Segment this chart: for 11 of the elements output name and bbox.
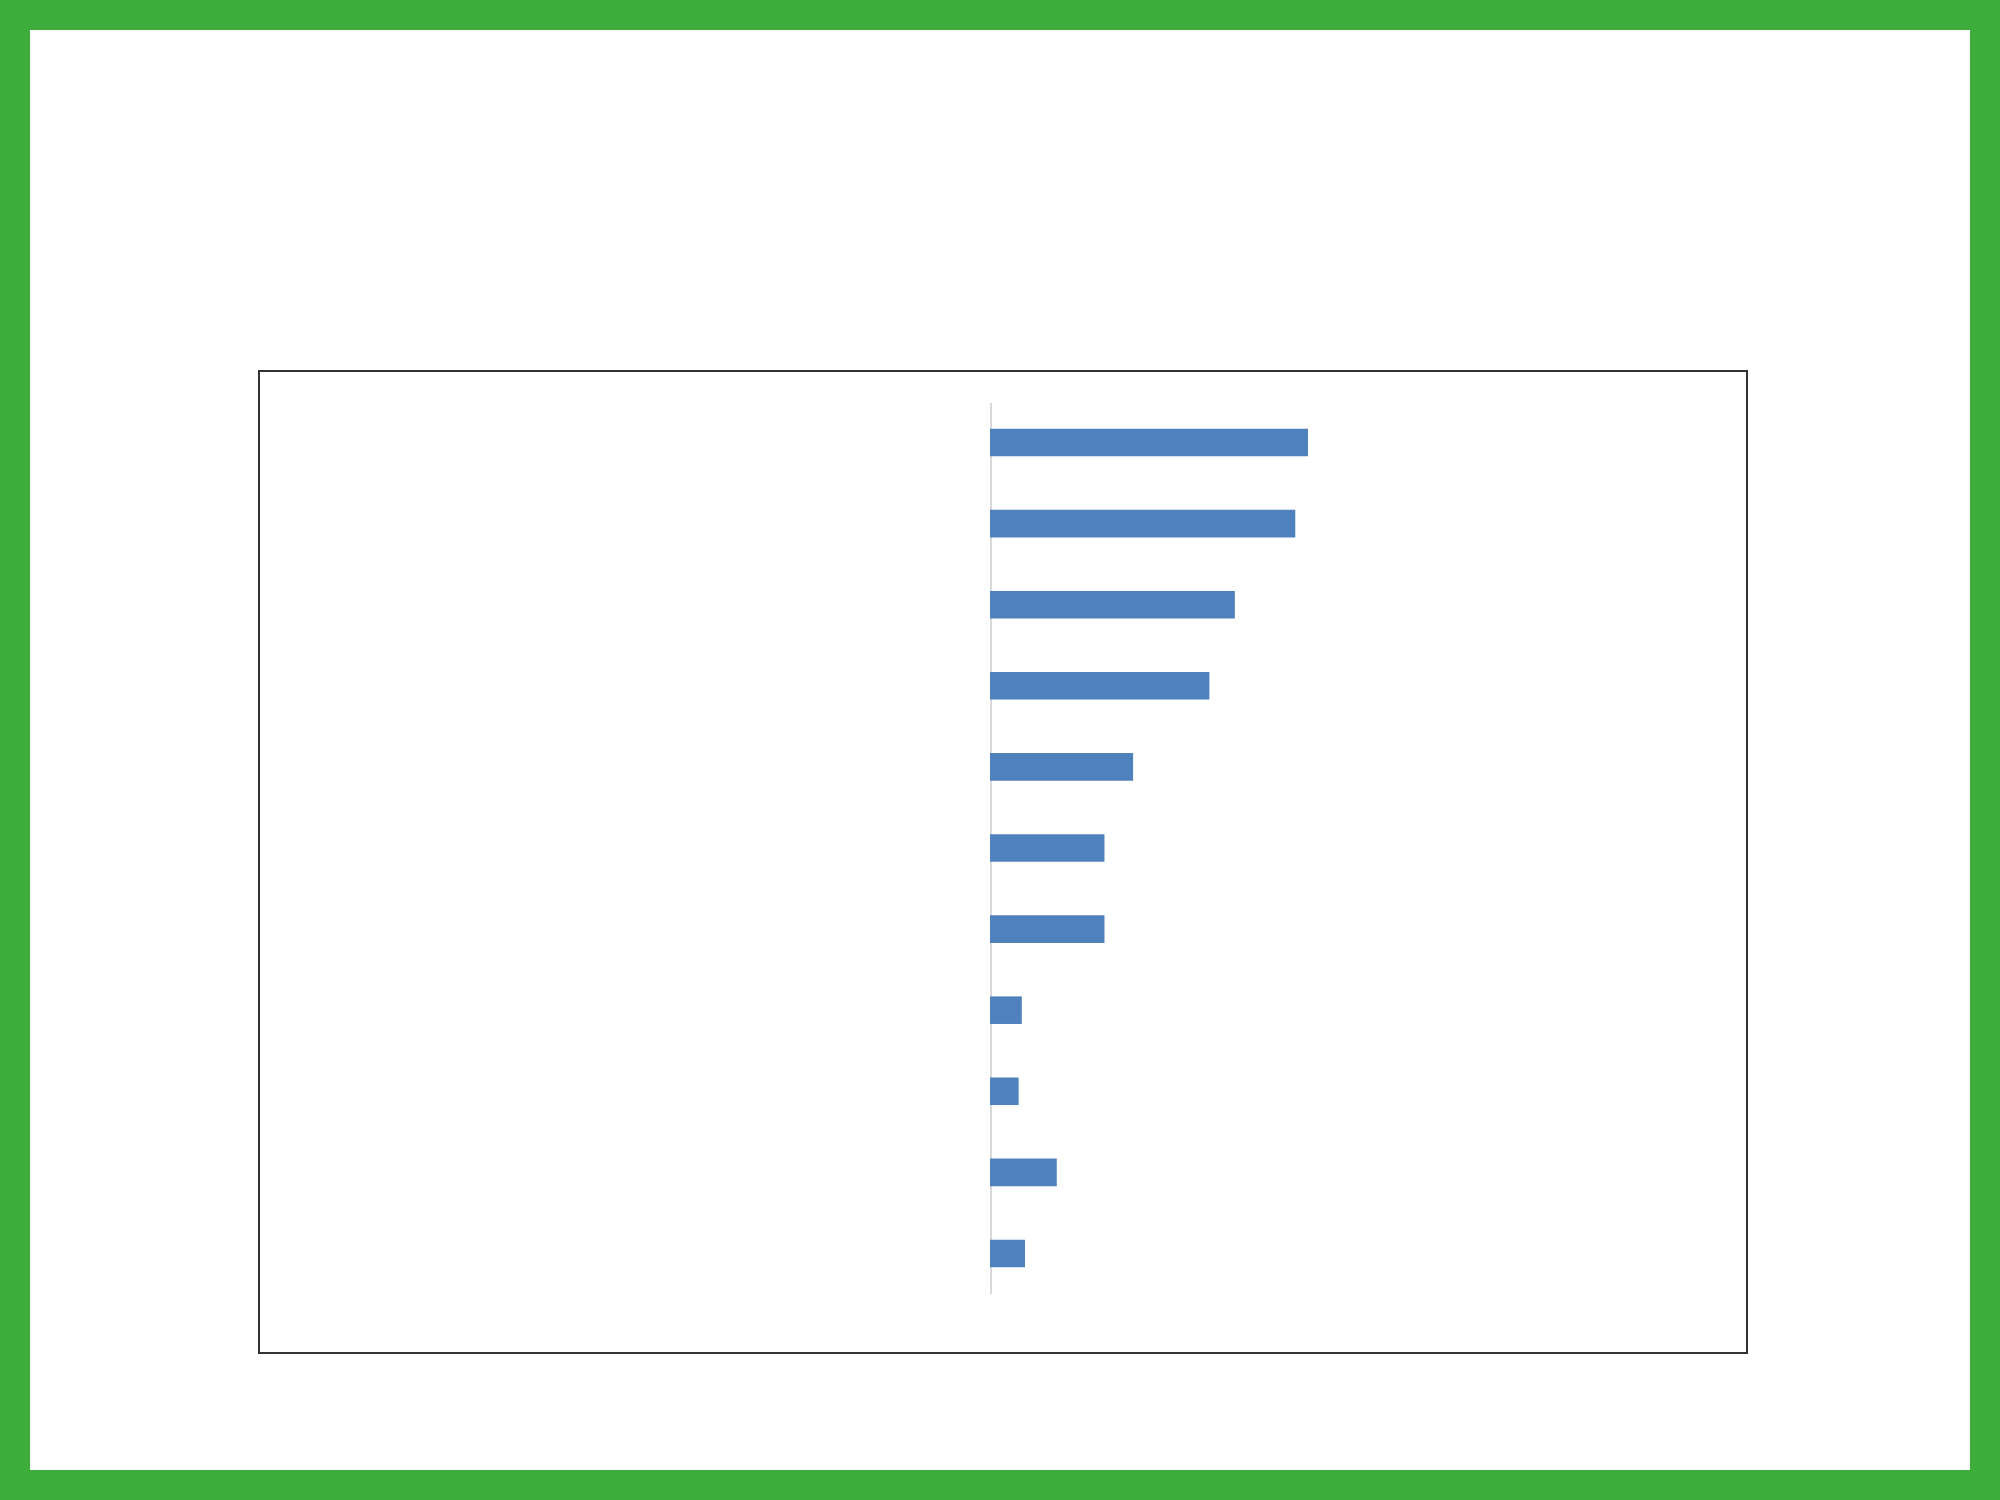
bar xyxy=(990,672,1210,700)
bar xyxy=(990,1239,1025,1268)
bar xyxy=(990,915,1105,943)
bar xyxy=(990,753,1134,781)
bar xyxy=(990,996,1022,1024)
bar xyxy=(990,509,1296,538)
bar xyxy=(990,428,1308,457)
bar xyxy=(990,1077,1019,1106)
bar xyxy=(990,1158,1057,1187)
bar xyxy=(990,834,1105,862)
bar xyxy=(990,590,1235,619)
